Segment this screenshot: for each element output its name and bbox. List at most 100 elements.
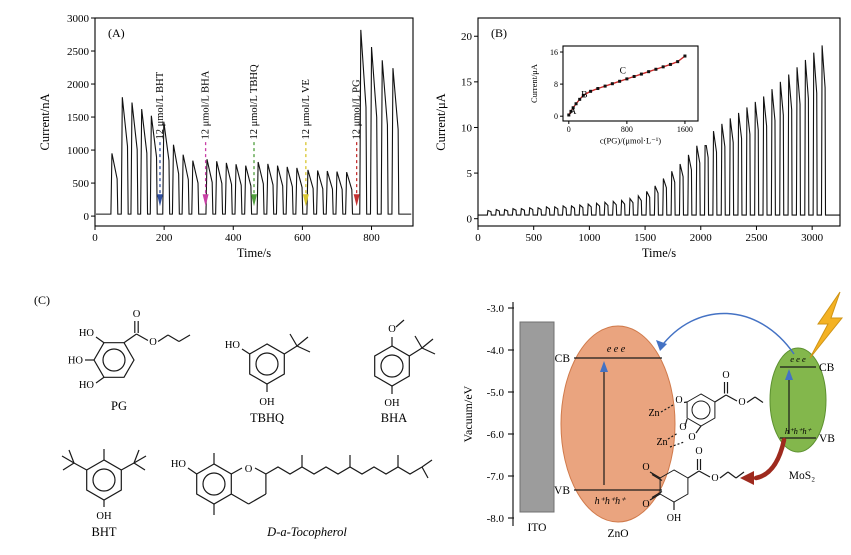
svg-text:0: 0 xyxy=(554,112,558,121)
svg-text:1500: 1500 xyxy=(67,112,90,124)
lightning-icon xyxy=(809,291,844,359)
svg-text:12 μmol/L VE: 12 μmol/L VE xyxy=(301,79,312,139)
zno-cb-label: CB xyxy=(555,353,571,365)
svg-text:-8.0: -8.0 xyxy=(487,513,505,525)
zn-pg-complex: Zn Zn O O O O O xyxy=(648,370,764,448)
svg-text:400: 400 xyxy=(225,232,242,244)
svg-text:20: 20 xyxy=(461,31,473,43)
mos2-label: MoS₂ xyxy=(789,470,815,482)
atom-o: O xyxy=(675,395,682,406)
svg-text:0: 0 xyxy=(92,232,98,244)
svg-text:1600: 1600 xyxy=(677,125,693,134)
svg-text:1000: 1000 xyxy=(578,232,601,244)
svg-text:12 μmol/L BHT: 12 μmol/L BHT xyxy=(155,71,166,139)
svg-text:200: 200 xyxy=(156,232,173,244)
panel-c: (C) HO HO HO O O PG xyxy=(22,288,462,555)
oxidation-arrow xyxy=(740,437,787,485)
structure-tbhq-label: TBHQ xyxy=(250,411,284,425)
panel-b: 0 500 1000 1500 2000 2500 3000 0 5 10 15 20 Time/s Cu… xyxy=(428,6,850,291)
svg-text:-6.0: -6.0 xyxy=(487,429,505,441)
svg-text:1000: 1000 xyxy=(67,145,90,157)
svg-text:0: 0 xyxy=(84,211,90,223)
atom-o: O xyxy=(679,422,686,433)
svg-text:Current/μA: Current/μA xyxy=(529,63,539,103)
structure-pg-label: PG xyxy=(111,399,127,413)
ito-label: ITO xyxy=(528,522,547,534)
mos2-electrons: e e e xyxy=(790,354,806,364)
panel-a: 0 200 400 600 800 0 500 1000 1500 2000 2500 3000 Tim… xyxy=(15,6,425,291)
svg-text:2500: 2500 xyxy=(67,46,90,58)
atom-oh: OH xyxy=(667,513,681,524)
atom-ho: HO xyxy=(79,380,95,391)
zno-holes: h⁺h⁺h⁺ xyxy=(595,496,627,507)
structure-tocopherol: HO O D-a-Tocopherol xyxy=(171,453,433,539)
vacuum-axis: Vacuum/eV xyxy=(461,302,514,526)
svg-text:500: 500 xyxy=(73,178,90,190)
svg-text:-7.0: -7.0 xyxy=(487,471,505,483)
svg-text:12 μmol/L PG: 12 μmol/L PG xyxy=(352,79,363,139)
atom-oh: OH xyxy=(96,511,112,522)
svg-text:2500: 2500 xyxy=(745,232,768,244)
svg-text:15: 15 xyxy=(461,77,473,89)
atom-ho: HO xyxy=(68,356,84,367)
svg-text:1500: 1500 xyxy=(634,232,657,244)
atom-o: O xyxy=(722,370,729,381)
ito-electrode: ITO xyxy=(519,321,555,534)
atom-o: O xyxy=(711,473,718,484)
svg-text:800: 800 xyxy=(363,232,380,244)
svg-text:0: 0 xyxy=(567,125,571,134)
atom-o: O xyxy=(388,324,396,335)
svg-text:5: 5 xyxy=(467,168,473,180)
panel-a-chart: 0 200 400 600 800 0 500 1000 1500 2000 2500 3000 Tim… xyxy=(38,13,414,260)
svg-text:800: 800 xyxy=(621,125,633,134)
mos2-vb-label: VB xyxy=(819,433,835,445)
structure-bha-label: BHA xyxy=(381,411,407,425)
svg-text:500: 500 xyxy=(525,232,542,244)
structure-tbhq: HO OH TBHQ xyxy=(225,333,311,425)
svg-text:3000: 3000 xyxy=(801,232,824,244)
atom-ho: HO xyxy=(171,459,187,470)
svg-text:0: 0 xyxy=(475,232,481,244)
atom-oh: OH xyxy=(384,398,400,409)
zno-label: ZnO xyxy=(607,528,628,540)
svg-text:(B): (B) xyxy=(491,26,507,40)
svg-text:B: B xyxy=(581,91,587,101)
atom-o: O xyxy=(149,337,157,348)
svg-text:Time/s: Time/s xyxy=(642,246,676,260)
electron-transfer-arrow xyxy=(656,312,795,355)
svg-text:C: C xyxy=(620,67,626,77)
mos2-holes: h⁺h⁺h⁺ xyxy=(785,426,813,436)
zn-atom: Zn xyxy=(648,408,659,419)
svg-text:3000: 3000 xyxy=(67,13,90,25)
zn-atom: Zn xyxy=(656,437,667,448)
svg-text:600: 600 xyxy=(294,232,311,244)
svg-text:A: A xyxy=(570,107,577,117)
atom-ho: HO xyxy=(79,328,95,339)
atom-oh: OH xyxy=(259,397,275,408)
atom-o: O xyxy=(133,309,141,320)
atom-o: O xyxy=(738,397,745,408)
structure-pg: HO HO HO O O PG xyxy=(68,309,191,413)
structure-bht-label: BHT xyxy=(92,525,117,539)
energy-diagram: Vacuum/eV ITO CB VB e e e h⁺h⁺h⁺ ZnO xyxy=(461,291,844,540)
atom-ho: HO xyxy=(225,340,241,351)
svg-text:16: 16 xyxy=(550,48,558,57)
svg-text:(A): (A) xyxy=(108,26,125,40)
svg-text:Time/s: Time/s xyxy=(237,246,271,260)
svg-text:c(PG)/(μmol·L⁻¹): c(PG)/(μmol·L⁻¹) xyxy=(600,135,661,145)
panel-c-label: (C) xyxy=(34,293,50,307)
atom-o: O xyxy=(695,446,702,457)
zno-semiconductor: CB VB e e e h⁺h⁺h⁺ ZnO xyxy=(554,325,676,540)
zno-vb-label: VB xyxy=(554,485,570,497)
svg-text:12 μmol/L BHA: 12 μmol/L BHA xyxy=(201,70,212,139)
structure-bha: O OH BHA xyxy=(374,319,436,425)
structure-bht: OH BHT xyxy=(61,449,147,539)
svg-text:2000: 2000 xyxy=(67,79,90,91)
atom-o: O xyxy=(642,499,649,510)
svg-text:12 μmol/L TBHQ: 12 μmol/L TBHQ xyxy=(249,64,260,139)
panel-b-chart: 0 500 1000 1500 2000 2500 3000 0 5 10 15 20 Time/s Cu… xyxy=(434,17,841,260)
vacuum-axis-label: Vacuum/eV xyxy=(461,385,475,442)
panel-d-energy-diagram: Vacuum/eV ITO CB VB e e e h⁺h⁺h⁺ ZnO xyxy=(458,288,850,555)
atom-o: O xyxy=(245,464,253,475)
atom-o: O xyxy=(688,432,695,443)
